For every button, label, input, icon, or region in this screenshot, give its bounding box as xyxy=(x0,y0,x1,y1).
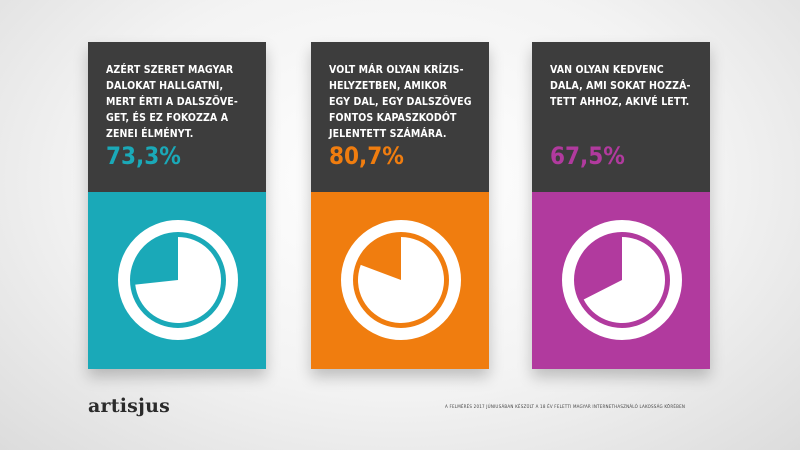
survey-footnote: A FELMÉRÉS 2017 JÚNIUSÁBAN KÉSZÜLT A 18 … xyxy=(445,405,686,410)
card-1-pie-chart xyxy=(118,220,238,340)
card-2-pie-ring xyxy=(341,220,461,340)
card-2-pie-chart xyxy=(341,220,461,340)
card-2-percentage: 80,7% xyxy=(329,142,404,170)
card-3-header: VAN OLYAN KEDVENC DALA, AMI SOKAT HOZZÁ-… xyxy=(532,42,710,192)
card-3-pie-panel xyxy=(532,192,710,369)
card-3-pie-ring xyxy=(562,220,682,340)
card-2-header: VOLT MÁR OLYAN KRÍZIS- HELYZETBEN, AMIKO… xyxy=(311,42,489,192)
card-1-text: AZÉRT SZERET MAGYAR DALOKAT HALLGATNI, M… xyxy=(106,64,238,140)
card-2-text: VOLT MÁR OLYAN KRÍZIS- HELYZETBEN, AMIKO… xyxy=(329,64,472,140)
card-2-pie-panel xyxy=(311,192,489,369)
artisjus-logo: artisjus xyxy=(88,395,170,417)
card-2-pie-slice xyxy=(358,237,445,323)
card-1-pie-ring xyxy=(118,220,238,340)
card-3-percentage: 67,5% xyxy=(550,142,625,170)
card-3: VAN OLYAN KEDVENC DALA, AMI SOKAT HOZZÁ-… xyxy=(532,42,710,369)
card-1-header: AZÉRT SZERET MAGYAR DALOKAT HALLGATNI, M… xyxy=(88,42,266,192)
card-2: VOLT MÁR OLYAN KRÍZIS- HELYZETBEN, AMIKO… xyxy=(311,42,489,369)
card-1-percentage: 73,3% xyxy=(106,142,181,170)
card-1-pie-panel xyxy=(88,192,266,369)
card-1-pie-slice xyxy=(135,237,222,323)
card-3-pie-chart xyxy=(562,220,682,340)
card-3-pie-slice xyxy=(583,237,666,323)
card-1: AZÉRT SZERET MAGYAR DALOKAT HALLGATNI, M… xyxy=(88,42,266,369)
card-3-text: VAN OLYAN KEDVENC DALA, AMI SOKAT HOZZÁ-… xyxy=(550,64,691,108)
